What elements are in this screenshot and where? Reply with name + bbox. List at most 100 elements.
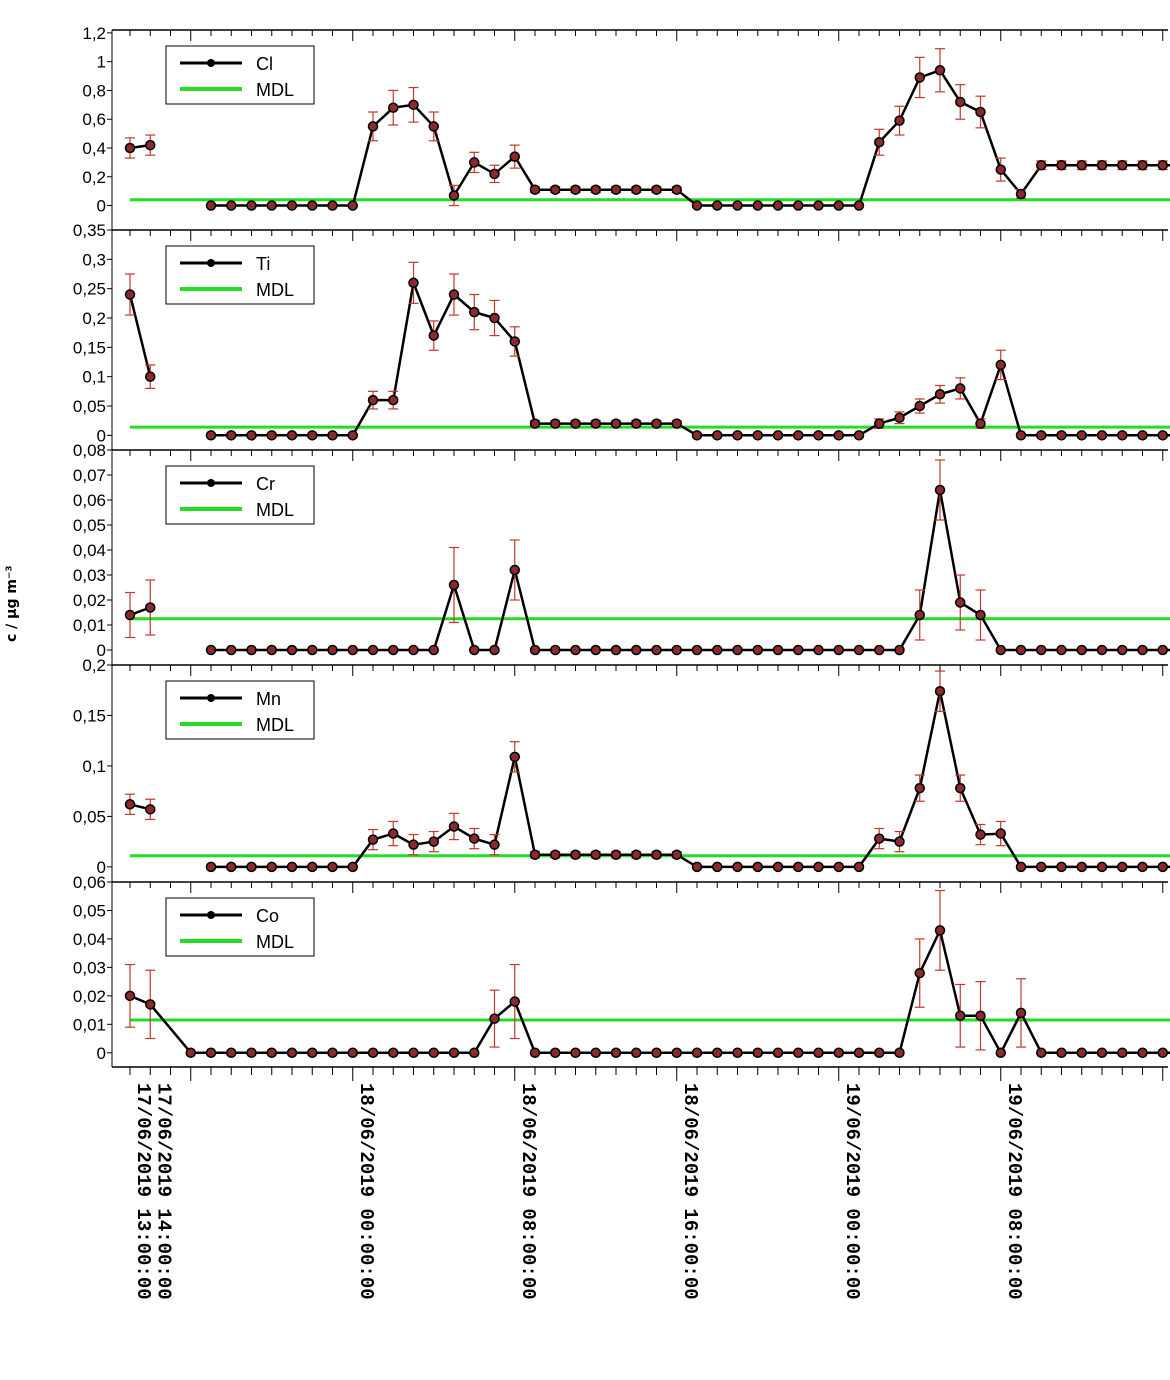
data-point [570,1047,581,1059]
data-point [772,861,784,873]
data-point [469,833,480,844]
x-tick-label: 18/06/2019 00:00:00 [355,1083,377,1300]
data-point [145,804,156,815]
data-point [489,644,500,656]
data-point [671,184,682,195]
data-point [246,200,257,211]
panel-ti: 0 0,05 0,1 0,15 0,2 0,25 0,3 0,35 Ti MDL [73,221,1170,450]
data-point [610,418,622,429]
y-tick-label: 0,1 [82,368,106,387]
data-point [1137,1047,1148,1059]
data-point [590,184,601,195]
data-point [853,430,865,441]
data-point [1096,1047,1108,1059]
data-point [388,644,399,656]
y-tick-label: 0,05 [73,807,106,826]
data-point [226,861,237,873]
data-point [509,996,520,1007]
data-point [509,751,520,763]
series-line [211,68,1170,207]
data-point [428,644,439,656]
legend-series-label: Mn [256,689,281,709]
y-tick-label: 0 [97,197,106,216]
data-point [631,644,642,656]
x-tick-label: 19/06/2019 08:00:00 [1003,1083,1025,1300]
data-point [712,644,723,656]
data-point [1036,644,1047,656]
data-point [529,1047,541,1059]
y-tick-label: 1,2 [82,24,106,43]
data-point [469,644,480,656]
legend-mdl-label: MDL [256,715,294,735]
data-point [1137,644,1148,656]
data-point [347,430,358,441]
legend-mdl-label: MDL [256,500,294,520]
y-tick-label: 0 [97,858,106,877]
data-point [752,644,763,656]
data-point [550,849,561,860]
data-point [1117,861,1128,873]
data-point [975,1010,986,1022]
data-point [1096,861,1108,873]
data-point [914,72,925,83]
y-tick-label: 0,01 [73,1015,106,1034]
data-point [226,200,237,211]
x-tick-label: 19/06/2019 00:00:00 [841,1083,863,1300]
data-point [529,849,541,860]
y-tick-label: 0,15 [73,338,106,357]
data-point [307,430,318,441]
data-point [934,389,946,400]
data-point [428,121,439,132]
data-point [712,861,723,873]
panel-cr: 0 0,01 0,02 0,03 0,04 0,05 0,06 0,07 0,08 Cr MDL [73,441,1170,665]
data-point [853,1047,865,1059]
data-point [691,1047,703,1059]
data-point [793,200,804,211]
data-point [772,1047,784,1059]
data-point [266,1047,277,1059]
data-point [955,782,966,794]
data-point [509,151,520,162]
data-point [732,430,743,441]
data-point [428,836,439,847]
data-point [1015,188,1027,200]
data-point [934,925,946,936]
data-point [529,184,541,195]
y-tick-label: 0,06 [73,491,106,510]
data-point [246,644,257,656]
data-point [813,861,824,873]
data-point [124,609,136,621]
data-point [205,430,217,441]
data-point [833,430,844,441]
data-point [671,644,682,656]
data-point [428,330,439,341]
data-point [833,644,844,656]
data-point [1036,1047,1047,1059]
series-line [211,489,1170,652]
data-point [509,336,520,347]
data-point [995,1047,1006,1059]
data-point [205,644,217,656]
y-tick-label: 0,4 [82,139,106,158]
data-point [975,829,986,840]
data-point [124,142,136,154]
data-point [266,861,277,873]
data-point [894,644,905,656]
y-tick-label: 0,2 [82,168,106,187]
data-point [205,1047,217,1059]
data-point [327,861,338,873]
data-point [651,184,662,195]
data-point [894,412,905,423]
data-point [712,1047,723,1059]
data-point [246,430,257,441]
data-point [914,782,925,794]
data-point [286,200,298,211]
data-point [813,430,824,441]
data-point [448,579,460,591]
data-point [833,1047,844,1059]
y-tick-label: 0,05 [73,516,106,535]
data-point [1056,430,1067,441]
data-point [226,430,237,441]
data-point [874,418,885,429]
